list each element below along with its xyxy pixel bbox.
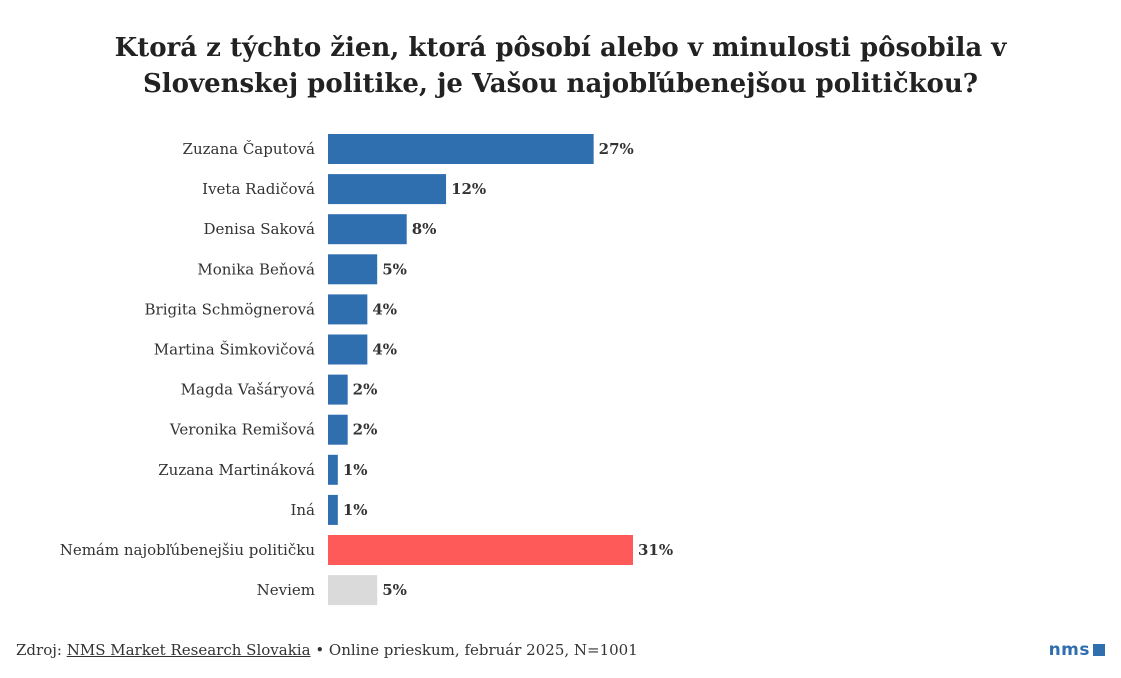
bar-row: Brigita Schmögnerová 4% [145,294,397,325]
bar [328,294,368,325]
category-label: Iná [290,501,315,519]
bar-row: Nemám najobľúbenejšiu političku 31% [60,535,673,565]
survey-details: • Online prieskum, február 2025, N=1001 [315,641,638,659]
category-label: Denisa Saková [203,220,315,238]
bar [328,454,338,485]
bar [328,414,348,445]
value-label: 1% [343,501,368,519]
value-label: 8% [412,220,437,238]
value-label: 2% [353,421,378,439]
bar-row: Monika Beňová 5% [197,254,407,285]
bar [328,134,594,164]
bar [328,334,368,365]
category-label: Iveta Radičová [202,180,315,198]
value-label: 4% [372,341,397,359]
bar [328,254,378,285]
source-link[interactable]: NMS Market Research Slovakia [66,641,311,659]
value-label: 1% [343,461,368,479]
bar-row: Iná 1% [290,494,368,525]
bar [328,575,378,606]
bar [328,535,633,565]
bar [328,374,348,405]
chart-footer: Zdroj: NMS Market Research Slovakia • On… [16,641,638,659]
category-label: Martina Šimkovičová [154,341,315,359]
bar-row: Denisa Saková 8% [203,214,437,245]
bar [328,494,338,525]
value-label: 31% [638,541,673,559]
category-label: Monika Beňová [197,260,315,278]
bar-row: Iveta Radičová 12% [202,174,486,205]
category-label: Zuzana Čaputová [183,140,316,158]
bars-layer: Zuzana Čaputová 27% Iveta Radičová 12% Denis… [60,134,673,606]
category-label: Brigita Schmögnerová [145,300,316,318]
chart-title: Ktorá z týchto žien, ktorá pôsobí alebo … [114,33,1007,99]
source-prefix: Zdroj: [16,641,62,659]
bar-row: Veronika Remišová 2% [169,414,378,445]
value-label: 4% [372,300,397,318]
bar-row: Martina Šimkovičová 4% [154,334,397,365]
value-label: 27% [599,140,634,158]
value-label: 12% [451,180,486,198]
bar-row: Neviem 5% [257,575,407,606]
bar [328,214,407,245]
logo-square-icon [1093,644,1105,656]
category-label: Zuzana Martináková [158,461,315,479]
bar-row: Zuzana Martináková 1% [158,454,368,485]
bar [328,174,447,205]
bar-row: Zuzana Čaputová 27% [183,134,634,164]
value-label: 5% [382,581,407,599]
category-label: Veronika Remišová [169,421,315,439]
bar-row: Magda Vašáryová 2% [181,374,378,405]
category-label: Nemám najobľúbenejšiu političku [60,541,316,559]
nms-logo: nms [1049,640,1105,660]
category-label: Neviem [257,581,315,599]
value-label: 2% [353,381,378,399]
logo-text: nms [1048,640,1090,660]
value-label: 5% [382,260,407,278]
bar-chart: Zuzana Čaputová 27% Iveta Radičová 12% Denis… [60,134,673,606]
category-label: Magda Vašáryová [181,381,315,399]
